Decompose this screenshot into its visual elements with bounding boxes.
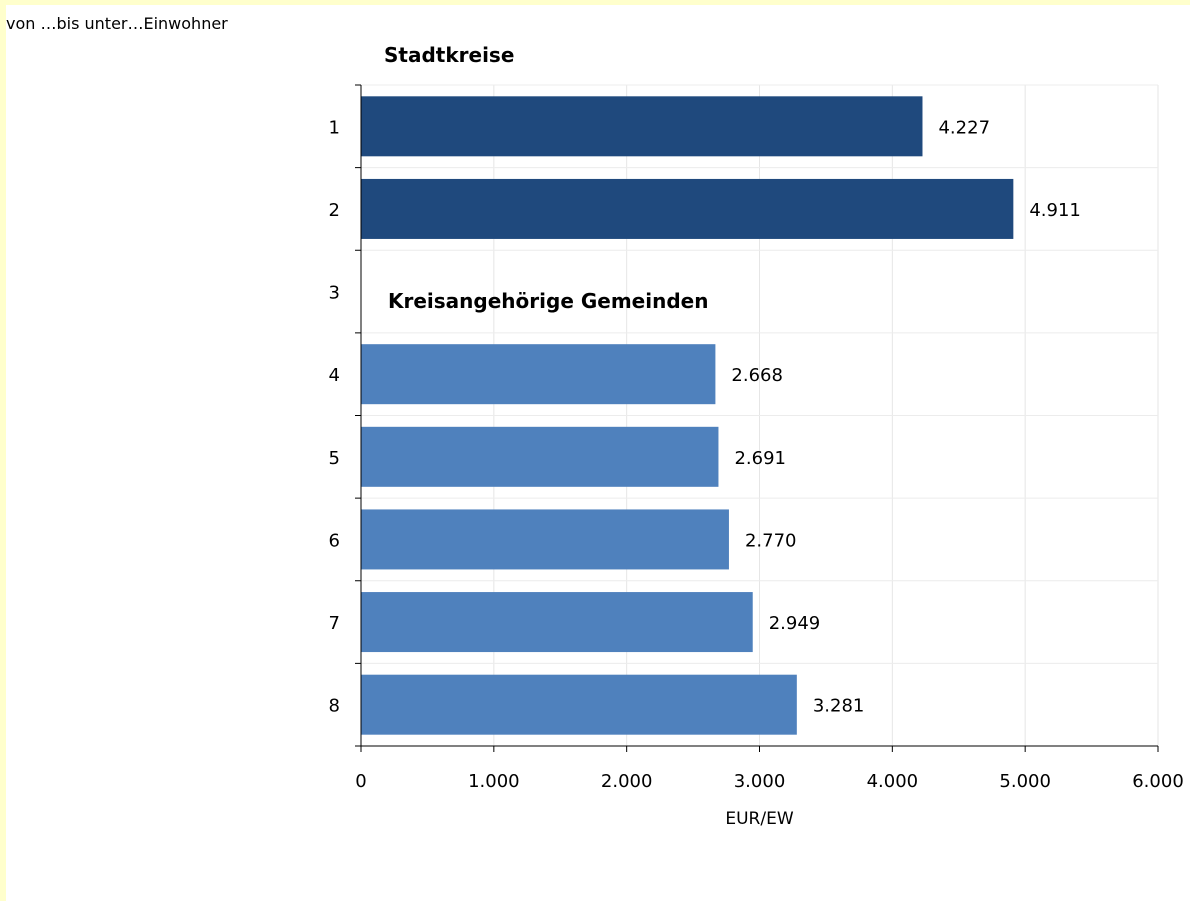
data-label-1: 4.227	[938, 117, 990, 138]
y-tick-label: 7	[329, 613, 340, 634]
y-tick-label: 8	[329, 696, 340, 717]
bar-4	[361, 344, 716, 405]
data-label-5: 2.691	[734, 448, 786, 469]
data-label-2: 4.911	[1029, 200, 1081, 221]
data-label-4: 2.668	[731, 365, 783, 386]
bars	[361, 96, 1014, 735]
chart-subtitle: von …bis unter…Einwohner	[6, 14, 228, 33]
bar-6	[361, 509, 729, 570]
y-tick-label: 5	[329, 448, 340, 469]
bar-5	[361, 426, 719, 487]
data-label-6: 2.770	[745, 530, 797, 551]
bar-1	[361, 96, 923, 157]
bar-7	[361, 592, 753, 653]
y-tick-label: 2	[329, 200, 340, 221]
x-tick-label: 1.000	[468, 771, 520, 792]
axes	[355, 84, 1159, 752]
x-tick-label: 4.000	[867, 771, 919, 792]
x-tick-label: 3.000	[734, 771, 786, 792]
x-tick-label: 0	[355, 771, 366, 792]
y-tick-label: 6	[329, 530, 340, 551]
group-title: Stadtkreise	[384, 43, 514, 67]
y-tick-label: 1	[329, 117, 340, 138]
data-label-8: 3.281	[813, 696, 865, 717]
x-tick-label: 2.000	[601, 771, 653, 792]
x-axis-title: EUR/EW	[725, 809, 793, 829]
data-label-7: 2.949	[769, 613, 821, 634]
y-tick-label: 4	[329, 365, 340, 386]
y-tick-label: 3	[329, 283, 340, 304]
group-title: Kreisangehörige Gemeinden	[388, 289, 708, 313]
labels: 4.227 4.911 2.668 2.691 2.770 2.949 3.281 Stadt…	[329, 43, 1184, 829]
bar-2	[361, 178, 1014, 239]
x-tick-label: 5.000	[999, 771, 1051, 792]
bar-8	[361, 674, 797, 735]
x-tick-label: 6.000	[1132, 771, 1184, 792]
